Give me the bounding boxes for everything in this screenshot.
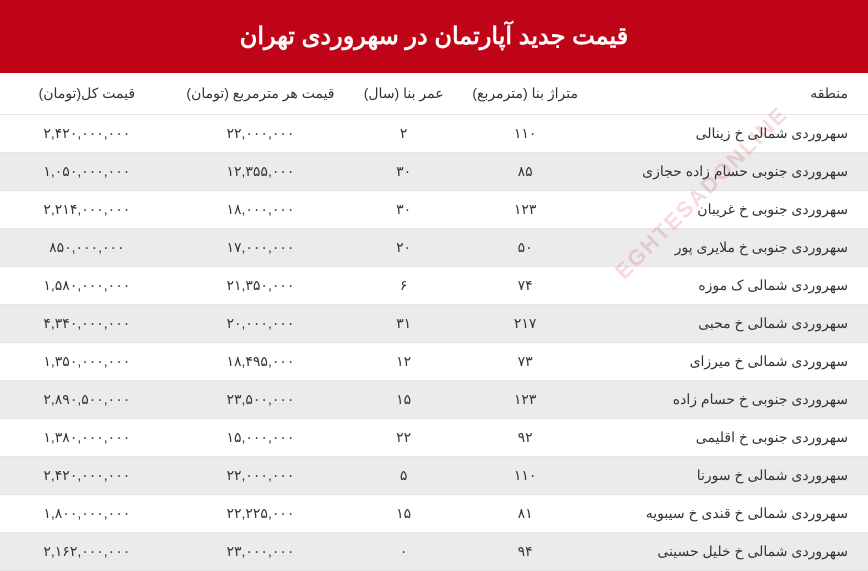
cell-total-price: ۲,۱۶۲,۰۰۰,۰۰۰ [0,533,174,571]
cell-price-per-m: ۲۳,۰۰۰,۰۰۰ [174,533,348,571]
table-row: سهروردی شمالی خ سورنا۱۱۰۵۲۲,۰۰۰,۰۰۰۲,۴۲۰… [0,457,868,495]
cell-price-per-m: ۲۲,۲۲۵,۰۰۰ [174,495,348,533]
cell-age: ۱۵ [347,495,460,533]
cell-region: سهروردی شمالی خ محبی [590,305,868,343]
cell-age: ۱۵ [347,381,460,419]
table-row: سهروردی شمالی ک موزه۷۴۶۲۱,۳۵۰,۰۰۰۱,۵۸۰,۰… [0,267,868,305]
col-header-region: منطقه [590,73,868,115]
table-row: سهروردی شمالی خ قندی خ سیبویه۸۱۱۵۲۲,۲۲۵,… [0,495,868,533]
cell-area: ۵۰ [460,229,590,267]
cell-area: ۷۴ [460,267,590,305]
cell-age: ۲۰ [347,229,460,267]
cell-age: ۵ [347,457,460,495]
cell-region: سهروردی شمالی خ قندی خ سیبویه [590,495,868,533]
cell-region: سهروردی شمالی ک موزه [590,267,868,305]
cell-price-per-m: ۱۷,۰۰۰,۰۰۰ [174,229,348,267]
col-header-price-per-m: قیمت هر مترمربع (تومان) [174,73,348,115]
table-row: سهروردی جنوبی خ ملایری پور۵۰۲۰۱۷,۰۰۰,۰۰۰… [0,229,868,267]
table-row: سهروردی جنوبی خ غریبان۱۲۳۳۰۱۸,۰۰۰,۰۰۰۲,۲… [0,191,868,229]
cell-area: ۱۱۰ [460,457,590,495]
cell-total-price: ۱,۳۸۰,۰۰۰,۰۰۰ [0,419,174,457]
cell-area: ۸۵ [460,153,590,191]
cell-age: ۱۲ [347,343,460,381]
cell-age: ۲ [347,115,460,153]
cell-age: ۲۲ [347,419,460,457]
table-body: سهروردی شمالی خ زینالی۱۱۰۲۲۲,۰۰۰,۰۰۰۲,۴۲… [0,115,868,571]
cell-price-per-m: ۱۸,۰۰۰,۰۰۰ [174,191,348,229]
cell-age: ۶ [347,267,460,305]
cell-price-per-m: ۲۲,۰۰۰,۰۰۰ [174,115,348,153]
table-title: قیمت جدید آپارتمان در سهروردی تهران [0,0,868,73]
table-row: سهروردی شمالی خ خلیل حسینی۹۴۰۲۳,۰۰۰,۰۰۰۲… [0,533,868,571]
table-row: سهروردی شمالی خ میرزای۷۳۱۲۱۸,۴۹۵,۰۰۰۱,۳۵… [0,343,868,381]
cell-total-price: ۲,۸۹۰,۵۰۰,۰۰۰ [0,381,174,419]
cell-price-per-m: ۲۱,۳۵۰,۰۰۰ [174,267,348,305]
cell-region: سهروردی جنوبی حسام زاده حجازی [590,153,868,191]
cell-region: سهروردی جنوبی خ غریبان [590,191,868,229]
cell-total-price: ۴,۳۴۰,۰۰۰,۰۰۰ [0,305,174,343]
cell-price-per-m: ۲۰,۰۰۰,۰۰۰ [174,305,348,343]
cell-region: سهروردی جنوبی خ اقلیمی [590,419,868,457]
price-table: منطقه متراژ بنا (مترمربع) عمر بنا (سال) … [0,73,868,571]
cell-price-per-m: ۲۳,۵۰۰,۰۰۰ [174,381,348,419]
cell-total-price: ۲,۲۱۴,۰۰۰,۰۰۰ [0,191,174,229]
col-header-age: عمر بنا (سال) [347,73,460,115]
cell-total-price: ۲,۴۲۰,۰۰۰,۰۰۰ [0,457,174,495]
cell-region: سهروردی شمالی خ زینالی [590,115,868,153]
cell-price-per-m: ۲۲,۰۰۰,۰۰۰ [174,457,348,495]
cell-total-price: ۱,۸۰۰,۰۰۰,۰۰۰ [0,495,174,533]
cell-price-per-m: ۱۵,۰۰۰,۰۰۰ [174,419,348,457]
cell-total-price: ۱,۳۵۰,۰۰۰,۰۰۰ [0,343,174,381]
cell-area: ۹۲ [460,419,590,457]
cell-area: ۱۲۳ [460,191,590,229]
col-header-area: متراژ بنا (مترمربع) [460,73,590,115]
table-row: سهروردی شمالی خ محبی۲۱۷۳۱۲۰,۰۰۰,۰۰۰۴,۳۴۰… [0,305,868,343]
cell-price-per-m: ۱۸,۴۹۵,۰۰۰ [174,343,348,381]
cell-area: ۸۱ [460,495,590,533]
cell-total-price: ۱,۰۵۰,۰۰۰,۰۰۰ [0,153,174,191]
cell-region: سهروردی شمالی خ خلیل حسینی [590,533,868,571]
table-row: سهروردی جنوبی حسام زاده حجازی۸۵۳۰۱۲,۳۵۵,… [0,153,868,191]
cell-region: سهروردی جنوبی خ حسام زاده [590,381,868,419]
cell-region: سهروردی شمالی خ میرزای [590,343,868,381]
cell-total-price: ۱,۵۸۰,۰۰۰,۰۰۰ [0,267,174,305]
cell-total-price: ۲,۴۲۰,۰۰۰,۰۰۰ [0,115,174,153]
table-row: سهروردی جنوبی خ اقلیمی۹۲۲۲۱۵,۰۰۰,۰۰۰۱,۳۸… [0,419,868,457]
table-row: سهروردی جنوبی خ حسام زاده۱۲۳۱۵۲۳,۵۰۰,۰۰۰… [0,381,868,419]
cell-area: ۹۴ [460,533,590,571]
price-table-container: قیمت جدید آپارتمان در سهروردی تهران منطق… [0,0,868,571]
table-header-row: منطقه متراژ بنا (مترمربع) عمر بنا (سال) … [0,73,868,115]
cell-region: سهروردی جنوبی خ ملایری پور [590,229,868,267]
cell-area: ۷۳ [460,343,590,381]
cell-region: سهروردی شمالی خ سورنا [590,457,868,495]
col-header-total-price: قیمت کل(تومان) [0,73,174,115]
cell-price-per-m: ۱۲,۳۵۵,۰۰۰ [174,153,348,191]
cell-total-price: ۸۵۰,۰۰۰,۰۰۰ [0,229,174,267]
cell-age: ۳۱ [347,305,460,343]
cell-area: ۲۱۷ [460,305,590,343]
cell-age: ۳۰ [347,153,460,191]
cell-age: ۰ [347,533,460,571]
table-row: سهروردی شمالی خ زینالی۱۱۰۲۲۲,۰۰۰,۰۰۰۲,۴۲… [0,115,868,153]
cell-area: ۱۱۰ [460,115,590,153]
cell-area: ۱۲۳ [460,381,590,419]
cell-age: ۳۰ [347,191,460,229]
